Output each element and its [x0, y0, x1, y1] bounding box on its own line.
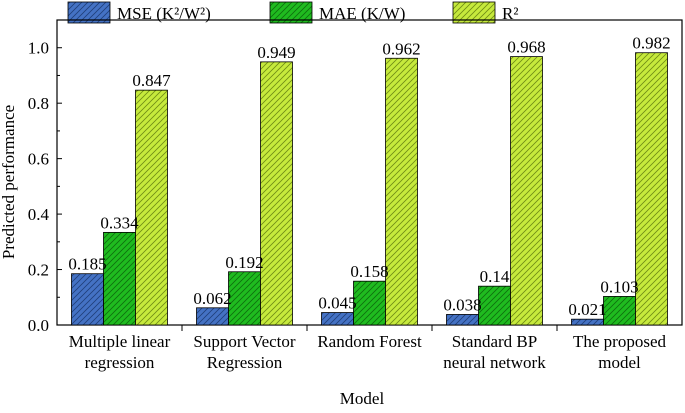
legend-swatch — [269, 1, 313, 24]
x-tick-label: Random Forest — [317, 332, 422, 351]
y-tick-label: 0.8 — [28, 94, 49, 113]
x-axis: Multiple linear regression Support Vector R… — [69, 325, 667, 372]
y-tick-label: 0.6 — [28, 150, 49, 169]
y-tick-label: 0.4 — [28, 205, 50, 224]
legend-swatch — [452, 1, 496, 24]
x-tick-label: Regression — [207, 353, 283, 372]
bar-mse — [571, 318, 604, 326]
y-tick-label: 0.0 — [28, 316, 49, 335]
bar-value-label: 0.982 — [632, 34, 670, 53]
bar-value-label: 0.949 — [257, 43, 295, 62]
y-tick-label: 0.2 — [28, 261, 49, 280]
bar-value-label: 0.062 — [193, 289, 231, 308]
bar-value-label: 0.334 — [100, 213, 139, 232]
bar-r2 — [135, 89, 168, 326]
legend: MSE (K²/W²) MAE (K/W) R² — [67, 1, 518, 24]
bar-r2 — [385, 57, 418, 326]
bar-value-label: 0.038 — [443, 295, 481, 314]
bar-value-label: 0.158 — [350, 262, 388, 281]
bar-mse — [446, 314, 479, 326]
bar-value-label: 0.962 — [382, 39, 420, 58]
bar-mae — [603, 296, 636, 326]
y-tick-label: 1.0 — [28, 39, 49, 58]
bar-mae — [478, 285, 511, 326]
x-tick-label: regression — [85, 353, 155, 372]
x-tick-label: neural network — [443, 353, 546, 372]
bar-r2 — [510, 56, 543, 326]
bar-value-label: 0.185 — [68, 255, 106, 274]
bar-value-label: 0.192 — [225, 253, 263, 272]
data-labels: 0.185 0.334 0.847 0.062 0.192 0.949 0.045 0.158… — [68, 34, 670, 319]
bars — [71, 52, 668, 326]
bar-mse — [321, 312, 354, 326]
bar-mae — [103, 231, 136, 326]
bar-value-label: 0.968 — [507, 38, 545, 57]
bar-r2 — [260, 61, 293, 326]
bar-value-label: 0.021 — [568, 300, 606, 319]
bar-value-label: 0.847 — [132, 71, 171, 90]
y-axis-title: Predicted performance — [0, 105, 18, 259]
bar-value-label: 0.103 — [600, 277, 638, 296]
x-tick-label: The proposed — [573, 332, 667, 351]
x-tick-label: model — [598, 353, 641, 372]
legend-label: R² — [502, 4, 518, 23]
legend-swatch — [67, 1, 111, 24]
x-tick-label: Support Vector — [193, 332, 295, 351]
y-axis: 0.0 0.2 0.4 0.6 0.8 1.0 — [28, 39, 62, 335]
bar-r2 — [635, 52, 668, 326]
legend-label: MAE (K/W) — [319, 4, 405, 23]
bar-mae — [228, 271, 261, 326]
legend-label: MSE (K²/W²) — [117, 4, 211, 23]
x-tick-label: Standard BP — [452, 332, 537, 351]
x-tick-label: Multiple linear — [69, 332, 171, 351]
x-axis-title: Model — [340, 389, 385, 408]
bar-value-label: 0.045 — [318, 294, 356, 313]
bar-value-label: 0.14 — [480, 267, 510, 286]
bar-mse — [196, 307, 229, 326]
bar-mae — [353, 280, 386, 326]
bar-mse — [71, 273, 104, 326]
